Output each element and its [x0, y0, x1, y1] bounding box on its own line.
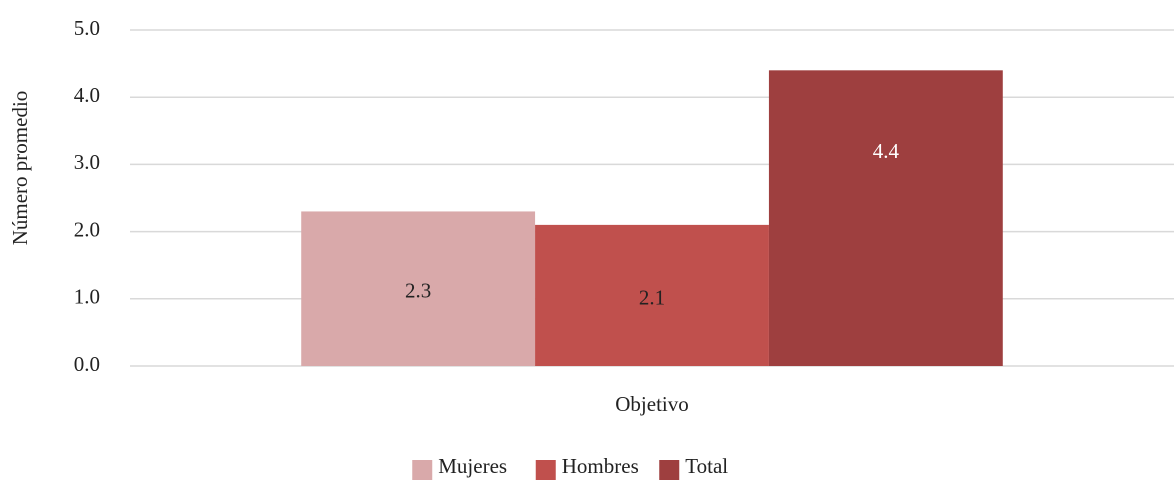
y-tick-label: 1.0 — [74, 285, 100, 309]
legend-label: Total — [685, 454, 728, 478]
legend-label: Mujeres — [438, 454, 507, 478]
data-label: 4.4 — [873, 139, 900, 163]
bar — [768, 70, 1003, 366]
bar — [301, 211, 536, 366]
x-tick-label: Objetivo — [615, 392, 689, 416]
data-label: 2.3 — [405, 279, 431, 303]
y-tick-label: 2.0 — [74, 217, 100, 241]
bar — [535, 224, 769, 366]
legend-swatch — [535, 460, 556, 480]
legend-swatch — [412, 460, 433, 480]
y-tick-label: 0.0 — [74, 352, 100, 376]
legend-swatch — [659, 460, 680, 480]
y-axis-label: Número promedio — [8, 91, 32, 246]
y-tick-label: 5.0 — [74, 16, 100, 40]
legend-label: Hombres — [562, 454, 639, 478]
data-label: 2.1 — [639, 285, 665, 309]
y-tick-label: 4.0 — [74, 83, 100, 107]
y-tick-label: 3.0 — [74, 150, 100, 174]
